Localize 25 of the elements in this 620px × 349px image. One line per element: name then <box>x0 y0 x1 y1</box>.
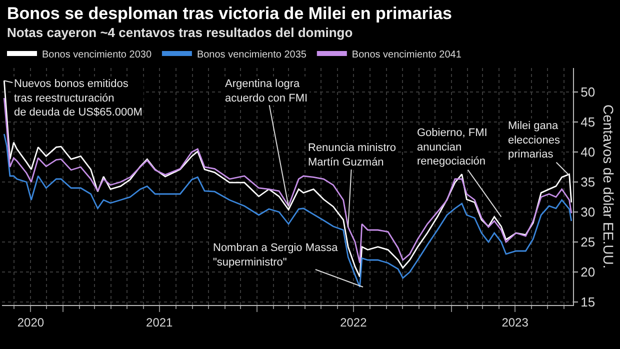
x-tick-label: 2023 <box>502 315 529 330</box>
y-tick-label: 40 <box>580 144 596 160</box>
legend-label: Bonos vencimiento 2041 <box>352 49 462 60</box>
y-tick-label: 35 <box>580 174 596 190</box>
x-tick-label: 2021 <box>146 315 174 330</box>
y-tick-label: 15 <box>580 294 596 310</box>
annotation: Nombran a Sergio Massa "superministro" <box>213 242 339 268</box>
annotation: Milei gana elecciones primarias <box>508 120 560 161</box>
annotation: Renuncia ministro Martín Guzmán <box>308 142 396 168</box>
annotation: Nuevos bonos emitidos tras reestructuración de deuda de US$65.000M <box>14 78 142 119</box>
y-tick-label: 25 <box>580 234 596 250</box>
annotation: Argentina logra acuerdo con FMI <box>225 78 308 104</box>
chart-title: Bonos se desploman tras victoria de Milei en primarias <box>7 4 452 23</box>
y-axis-title: Centavos de dólar EE.UU. <box>600 104 616 269</box>
annotation: Gobierno, FMI anuncian renegociación <box>417 127 488 168</box>
x-tick-label: 2022 <box>340 315 368 330</box>
y-tick-label: 50 <box>580 84 596 100</box>
y-tick-label: 45 <box>580 114 596 130</box>
line-series <box>3 80 572 278</box>
legend-label: Bonos vencimiento 2030 <box>42 49 152 60</box>
y-tick-label: 20 <box>580 264 596 280</box>
chart-subtitle: Notas cayeron ~4 centavos tras resultados del domingo <box>7 25 353 40</box>
legend-label: Bonos vencimiento 2035 <box>196 49 307 60</box>
y-tick-label: 30 <box>580 204 596 220</box>
x-tick-label: 2020 <box>17 315 44 330</box>
